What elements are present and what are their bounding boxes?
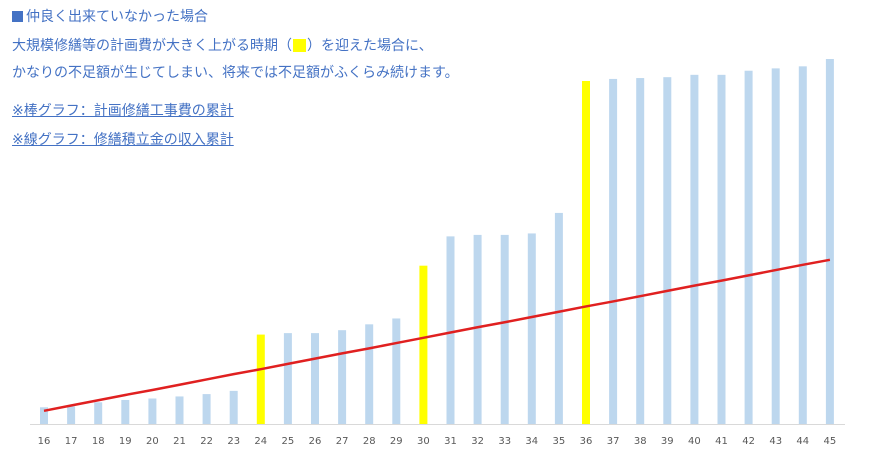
bar-year-21 [175, 396, 184, 424]
bar-year-33 [500, 234, 509, 424]
bar-year-44 [798, 66, 807, 424]
x-tick-label-16: 16 [38, 436, 51, 447]
x-tick-label-21: 21 [173, 436, 186, 447]
x-tick-label-41: 41 [715, 436, 728, 447]
x-tick-label-32: 32 [471, 436, 484, 447]
description-line-1: 大規模修繕等の計画費が大きく上がる時期（ ）を迎えた場合に、 [12, 35, 433, 55]
bar-year-25 [283, 333, 292, 424]
legend-line-note: ※線グラフ：修繕積立金の収入累計 [12, 132, 234, 148]
bar-year-18 [94, 402, 103, 424]
x-tick-label-40: 40 [688, 436, 701, 447]
bar-year-43 [771, 68, 780, 424]
x-tick-label-23: 23 [227, 436, 240, 447]
bar-year-19 [121, 399, 130, 424]
bar-year-37 [609, 78, 618, 425]
x-tick-label-24: 24 [254, 436, 267, 447]
bar-year-22 [202, 394, 211, 424]
x-tick-label-25: 25 [282, 436, 295, 447]
x-tick-label-30: 30 [417, 436, 430, 447]
x-tick-label-43: 43 [769, 436, 782, 447]
bar-year-45 [825, 59, 834, 424]
x-tick-label-39: 39 [661, 436, 674, 447]
bar-year-41 [717, 74, 726, 424]
x-tick-label-22: 22 [200, 436, 213, 447]
x-tick-label-35: 35 [553, 436, 566, 447]
description-line-1-after: ）を迎えた場合に、 [307, 38, 433, 54]
x-tick-label-19: 19 [119, 436, 132, 447]
description-line-1-before: 大規模修繕等の計画費が大きく上がる時期（ [12, 38, 292, 54]
bar-year-42 [744, 70, 753, 425]
bar-year-24 [256, 334, 265, 424]
x-tick-label-34: 34 [525, 436, 538, 447]
chart-heading: 仲良く出来ていなかった場合 [12, 6, 208, 26]
x-tick-label-45: 45 [824, 436, 837, 447]
bar-year-35 [554, 212, 563, 424]
x-tick-label-44: 44 [796, 436, 809, 447]
bar-year-16 [40, 407, 48, 424]
bar-year-29 [392, 318, 401, 424]
x-tick-label-17: 17 [65, 436, 78, 447]
bar-year-23 [229, 390, 238, 424]
x-tick-label-29: 29 [390, 436, 403, 447]
x-tick-label-26: 26 [309, 436, 322, 447]
x-tick-label-38: 38 [634, 436, 647, 447]
x-tick-label-27: 27 [336, 436, 349, 447]
bar-year-28 [365, 324, 374, 424]
x-tick-label-37: 37 [607, 436, 620, 447]
x-tick-label-28: 28 [363, 436, 376, 447]
x-tick-label-42: 42 [742, 436, 755, 447]
bar-year-32 [473, 234, 482, 424]
chart-heading-text: 仲良く出来ていなかった場合 [26, 9, 208, 25]
bar-year-38 [636, 78, 645, 425]
yellow-swatch-icon [293, 39, 306, 52]
bar-year-30 [419, 265, 428, 424]
bar-year-36 [582, 80, 590, 425]
bar-year-39 [663, 77, 672, 425]
bar-year-20 [148, 398, 157, 424]
x-tick-label-33: 33 [498, 436, 511, 447]
bar-year-40 [690, 74, 699, 424]
x-tick-label-18: 18 [92, 436, 105, 447]
x-tick-label-36: 36 [580, 436, 593, 447]
bar-year-17 [67, 406, 76, 424]
legend-bar-note: ※棒グラフ：計画修繕工事費の累計 [12, 103, 234, 119]
description-line-2: かなりの不足額が生じてしまい、将来では不足額がふくらみ続けます。 [12, 65, 459, 81]
bar-year-31 [446, 236, 455, 424]
bar-year-26 [311, 333, 319, 424]
bar-year-34 [527, 233, 536, 424]
x-tick-label-20: 20 [146, 436, 159, 447]
square-bullet-icon [12, 11, 23, 22]
income-cumulative-line [43, 258, 831, 413]
x-tick-label-31: 31 [444, 436, 457, 447]
bar-year-27 [338, 330, 347, 424]
